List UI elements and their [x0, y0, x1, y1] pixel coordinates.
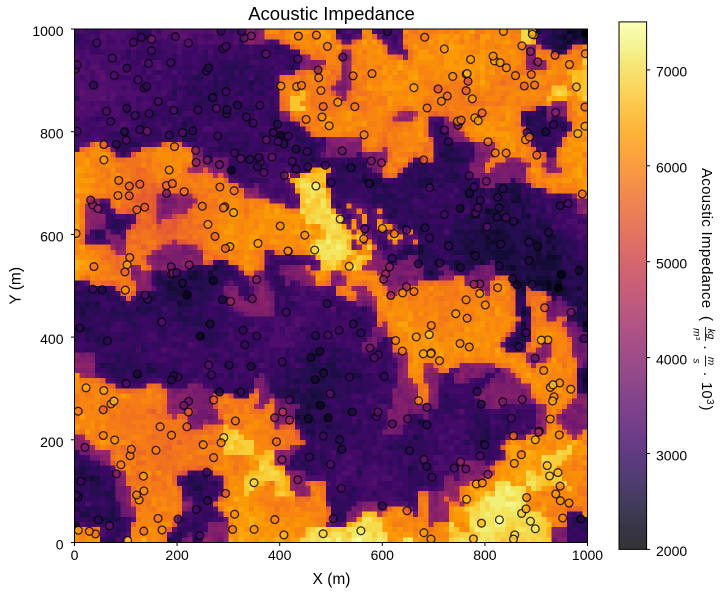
svg-text:Acoustic Impedance: Acoustic Impedance [248, 3, 415, 24]
svg-text:X (m): X (m) [313, 571, 351, 588]
svg-text:5000: 5000 [656, 256, 687, 272]
svg-text:800: 800 [473, 547, 497, 563]
svg-text:0: 0 [71, 547, 79, 563]
svg-text:600: 600 [40, 228, 64, 244]
svg-text:200: 200 [165, 547, 189, 563]
svg-text:1000: 1000 [32, 23, 63, 39]
svg-text:Acoustic Impedance: Acoustic Impedance [698, 168, 715, 308]
svg-text:800: 800 [40, 126, 64, 142]
svg-text:200: 200 [40, 434, 64, 450]
svg-text:): ) [698, 406, 715, 411]
svg-text:600: 600 [371, 547, 395, 563]
svg-text:400: 400 [268, 547, 292, 563]
svg-text:10: 10 [698, 382, 715, 399]
svg-text:7000: 7000 [656, 64, 687, 80]
svg-text:400: 400 [40, 331, 64, 347]
svg-text:m: m [705, 357, 716, 365]
svg-text:2000: 2000 [656, 543, 687, 559]
svg-text:·: · [697, 345, 714, 350]
svg-text:3: 3 [704, 399, 715, 405]
svg-text:Y (m): Y (m) [8, 267, 25, 305]
svg-text:4000: 4000 [656, 351, 687, 367]
svg-text:kg: kg [705, 329, 716, 340]
svg-text:·: · [697, 372, 714, 377]
svg-text:(: ( [698, 316, 715, 321]
svg-text:6000: 6000 [656, 160, 687, 176]
svg-text:0: 0 [56, 537, 64, 553]
svg-text:3000: 3000 [656, 447, 687, 463]
svg-text:m³: m³ [691, 328, 702, 340]
svg-text:1000: 1000 [572, 547, 603, 563]
svg-text:s: s [691, 359, 702, 364]
